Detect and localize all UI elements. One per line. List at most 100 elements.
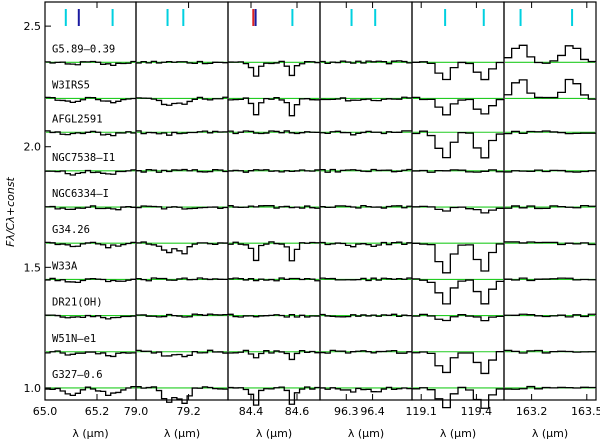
x-tick-label: 96.3 bbox=[334, 405, 359, 418]
y-tick-label: 2.5 bbox=[24, 20, 42, 33]
spectrum-10 bbox=[412, 386, 504, 409]
source-label-10: G327–0.6 bbox=[52, 369, 103, 381]
spectrum-2 bbox=[320, 96, 412, 102]
spectrum-7 bbox=[504, 277, 596, 282]
x-tick-label: 163.5 bbox=[571, 405, 600, 418]
source-label-8: DR21(OH) bbox=[52, 297, 103, 309]
spectrum-1 bbox=[504, 44, 596, 64]
spectrum-2 bbox=[45, 96, 136, 104]
source-label-4: NGC7538–I1 bbox=[52, 152, 115, 164]
spectrum-1 bbox=[320, 60, 412, 65]
spectrum-4 bbox=[136, 168, 228, 173]
y-axis-title: Fλ/Cλ+const bbox=[4, 176, 17, 246]
spectrum-2 bbox=[136, 96, 228, 106]
spectrum-7 bbox=[45, 277, 136, 283]
x-axis-title: λ (μm) bbox=[532, 427, 568, 440]
source-label-2: W3IRS5 bbox=[52, 79, 90, 91]
x-tick-label: 163.2 bbox=[516, 405, 548, 418]
panel-1: 65.0 65.2 λ (μm) bbox=[33, 1, 137, 440]
spectrum-6 bbox=[320, 241, 412, 248]
spectrum-1 bbox=[136, 60, 228, 65]
spectrum-3 bbox=[412, 130, 504, 159]
spectrum-3 bbox=[45, 130, 136, 137]
spectrum-10 bbox=[320, 386, 412, 393]
spectrum-6 bbox=[228, 241, 320, 262]
spectrum-7 bbox=[136, 277, 228, 282]
spectrum-5 bbox=[136, 205, 228, 210]
panels-group: 65.0 65.2 λ (μm) 79.0 79.2 λ (μm) 84.4 84.6 λ (μ… bbox=[33, 1, 600, 440]
spectrum-5 bbox=[412, 205, 504, 214]
source-label-1: G5.89–0.39 bbox=[52, 43, 115, 55]
spectrum-3 bbox=[136, 130, 228, 136]
panel-6: 163.2 163.5λ (μm) bbox=[503, 1, 600, 440]
y-tick-label: 2.0 bbox=[24, 141, 42, 154]
panel-4: 96.3 96.4 λ (μm) bbox=[319, 1, 413, 440]
spectrum-8 bbox=[45, 314, 136, 320]
spectrum-4 bbox=[45, 169, 136, 176]
panel-3: 84.4 84.6 λ (μm) bbox=[227, 1, 321, 440]
spectrum-10 bbox=[228, 386, 320, 406]
y-tick-label: 1.0 bbox=[24, 382, 42, 395]
spectrum-8 bbox=[504, 313, 596, 318]
spectrum-10 bbox=[136, 386, 228, 404]
spectrum-9 bbox=[320, 349, 412, 354]
spectrum-7 bbox=[320, 277, 412, 282]
spectrum-9 bbox=[228, 349, 320, 361]
spectrum-10 bbox=[504, 385, 596, 390]
x-axis-title: λ (μm) bbox=[440, 427, 476, 440]
spectrum-8 bbox=[228, 313, 320, 318]
spectrum-4 bbox=[412, 169, 504, 173]
spectrum-7 bbox=[228, 277, 320, 282]
x-tick-label: 84.4 bbox=[239, 405, 264, 418]
x-tick-label: 119.4 bbox=[461, 405, 493, 418]
spectrum-5 bbox=[320, 204, 412, 209]
spectrum-3 bbox=[504, 130, 596, 135]
spectrum-4 bbox=[504, 169, 596, 173]
spectrum-8 bbox=[412, 313, 504, 322]
spectrum-6 bbox=[45, 241, 136, 249]
panel-frame bbox=[503, 1, 597, 401]
spectrum-8 bbox=[320, 313, 412, 318]
x-tick-label: 65.2 bbox=[85, 405, 110, 418]
y-tick-label: 1.5 bbox=[24, 261, 42, 274]
source-label-9: W51N–e1 bbox=[52, 333, 96, 345]
spectrum-2 bbox=[412, 96, 504, 116]
spectrum-9 bbox=[136, 349, 228, 358]
x-tick-label: 84.6 bbox=[285, 405, 310, 418]
spectrum-2 bbox=[504, 78, 596, 100]
x-axis-title: λ (μm) bbox=[164, 427, 200, 440]
spectrum-5 bbox=[228, 205, 320, 209]
x-tick-label: 79.0 bbox=[124, 405, 149, 418]
x-tick-label: 119.1 bbox=[405, 405, 437, 418]
spectrum-1 bbox=[45, 60, 136, 67]
spectrum-9 bbox=[412, 350, 504, 375]
spectrum-4 bbox=[320, 168, 412, 173]
spectrum-3 bbox=[320, 130, 412, 136]
spectrum-9 bbox=[504, 349, 596, 354]
spectrum-5 bbox=[504, 204, 596, 210]
spectrum-6 bbox=[412, 242, 504, 274]
spectrum-1 bbox=[412, 61, 504, 81]
x-tick-label: 96.4 bbox=[360, 405, 385, 418]
spectrum-4 bbox=[228, 169, 320, 173]
spectrum-8 bbox=[136, 313, 228, 318]
spectrum-10 bbox=[45, 385, 136, 397]
spectrum-7 bbox=[412, 278, 504, 305]
source-label-3: AFGL2591 bbox=[52, 113, 103, 125]
source-label-6: G34.26 bbox=[52, 224, 90, 236]
spectrum-6 bbox=[136, 241, 228, 255]
y-axis: 1.0 1.5 2.0 2.5 bbox=[24, 20, 51, 395]
spectrum-3 bbox=[228, 130, 320, 135]
source-label-5: NGC6334–I bbox=[52, 188, 109, 200]
panel-2: 79.0 79.2 λ (μm) bbox=[124, 1, 229, 440]
source-label-7: W33A bbox=[52, 260, 78, 272]
x-axis-title: λ (μm) bbox=[72, 427, 108, 440]
x-axis-title: λ (μm) bbox=[348, 427, 384, 440]
spectrum-6 bbox=[504, 241, 596, 246]
x-tick-label: 65.0 bbox=[33, 405, 58, 418]
spectrum-5 bbox=[45, 205, 136, 211]
spectrum-2 bbox=[228, 97, 320, 117]
x-axis-title: λ (μm) bbox=[256, 427, 292, 440]
panel-5: 119.1 119.4 λ (μm) bbox=[405, 1, 505, 440]
